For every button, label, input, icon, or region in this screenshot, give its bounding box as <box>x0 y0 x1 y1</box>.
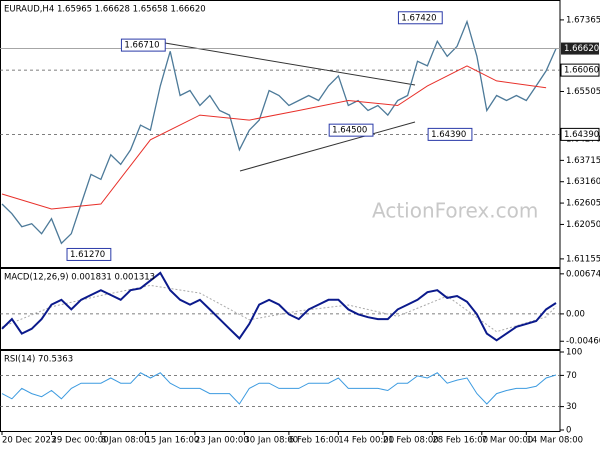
annotation-label: 1.64500 <box>332 126 367 136</box>
y-tick-label: 100 <box>566 348 582 358</box>
level-box <box>560 127 600 141</box>
annotation-label: 1.64390 <box>431 130 466 140</box>
trendline <box>239 121 416 172</box>
y-tick-label: 0.006743 <box>566 269 600 279</box>
x-tick-label: 14 Feb 00:00 <box>338 436 394 446</box>
panel-frame <box>0 350 561 432</box>
y-tick-label: 70 <box>566 371 577 381</box>
x-tick-label: 6 Feb 16:00 <box>289 436 339 446</box>
x-tick-label: 29 Dec 00:00 <box>51 436 108 446</box>
annotation-label: 1.66710 <box>124 41 159 51</box>
x-tick-label: 23 Jan 00:00 <box>195 436 249 446</box>
y-tick-label: 1.62605 <box>566 199 600 209</box>
annotation-box <box>328 123 374 137</box>
annotation-box <box>66 247 112 261</box>
last-price-label: 1.66620 <box>564 44 599 54</box>
x-tick-label: 15 Jan 16:00 <box>145 436 199 446</box>
series-line <box>1 284 557 333</box>
y-tick-label: 1.65505 <box>566 87 600 97</box>
y-tick-label: 1.67365 <box>566 15 600 25</box>
annotation-label: 1.67420 <box>401 13 436 23</box>
series-line <box>1 372 557 405</box>
level-box <box>560 63 600 77</box>
y-tick-label: 0 <box>566 426 571 436</box>
trendline <box>164 42 416 86</box>
x-tick-label: 21 Feb 08:00 <box>383 436 439 446</box>
x-tick-label: 14 Mar 08:00 <box>526 436 583 446</box>
level-label: 1.66060 <box>564 66 599 76</box>
y-tick-label: -0.004603 <box>566 337 600 347</box>
panel-title: RSI(14) 70.5363 <box>4 355 73 365</box>
level-label: 1.64390 <box>564 130 599 140</box>
panel-title: MACD(12,26,9) 0.001831 0.001313 <box>4 273 155 283</box>
y-tick-label: 0.00 <box>566 309 585 319</box>
x-tick-label: 30 Jan 08:00 <box>244 436 298 446</box>
series-line <box>1 271 557 342</box>
annotation-box <box>397 11 443 25</box>
annotation-box <box>427 127 473 141</box>
x-tick-label: 8 Jan 08:00 <box>101 436 149 446</box>
y-tick-label: 1.63715 <box>566 156 600 166</box>
annotation-box <box>120 38 166 52</box>
y-tick-label: 1.61155 <box>566 254 600 264</box>
y-tick-label: 1.62050 <box>566 220 600 230</box>
y-tick-label: 1.63160 <box>566 177 600 187</box>
x-tick-label: 7 Mar 00:00 <box>482 436 533 446</box>
series-line <box>1 19 557 245</box>
panel-frame <box>0 268 561 350</box>
annotation-label: 1.61270 <box>70 250 105 260</box>
x-tick-label: 28 Feb 16:00 <box>432 436 488 446</box>
last-price-box <box>561 42 599 55</box>
x-tick-label: 20 Dec 2023 <box>2 436 56 446</box>
watermark: ActionForex.com <box>372 199 538 223</box>
series-line <box>1 65 547 210</box>
y-tick-label: 30 <box>566 402 577 412</box>
panel-title: EURAUD,H4 1.65965 1.66628 1.65658 1.6662… <box>4 5 206 15</box>
